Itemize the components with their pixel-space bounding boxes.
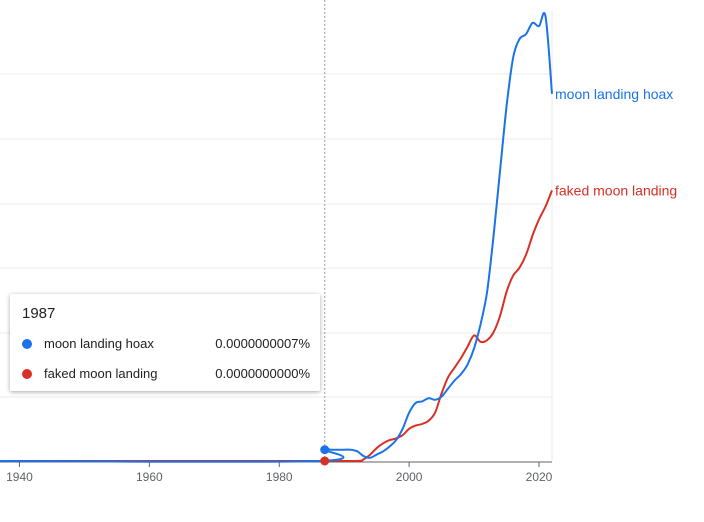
x-tick-label: 2000 [396, 470, 423, 484]
series-label-faked-moon-landing: faked moon landing [555, 182, 677, 198]
x-axis: 1940 1960 1980 2000 2020 [0, 461, 553, 484]
hover-point-faked-moon-landing [320, 456, 330, 466]
tooltip-series-value: 0.0000000000% [215, 366, 310, 381]
series-line-moon-landing-hoax[interactable] [0, 12, 553, 463]
x-tick-label: 2020 [526, 470, 553, 484]
series-labels: faked moon landing moon landing hoax [555, 86, 677, 199]
x-tick-label: 1980 [266, 470, 293, 484]
tooltip-series-value: 0.0000000007% [215, 336, 310, 351]
series-label-moon-landing-hoax: moon landing hoax [555, 86, 673, 102]
series-color-dot [22, 369, 32, 379]
tooltip-series-name: moon landing hoax [44, 336, 154, 351]
hover-tooltip: 1987 moon landing hoax 0.0000000007% fak… [10, 294, 320, 391]
series-lines[interactable] [0, 12, 553, 463]
series-color-dot [22, 339, 32, 349]
series-line-faked-moon-landing[interactable] [0, 190, 553, 463]
tooltip-series-name: faked moon landing [44, 366, 158, 381]
hover-points [320, 445, 330, 466]
tooltip-row-moon-landing-hoax: moon landing hoax 0.0000000007% [22, 334, 312, 354]
hover-point-moon-landing-hoax [320, 445, 330, 455]
x-tick-label: 1960 [136, 470, 163, 484]
tooltip-row-faked-moon-landing: faked moon landing 0.0000000000% [22, 364, 312, 384]
x-tick-label: 1940 [6, 470, 33, 484]
tooltip-year: 1987 [22, 305, 56, 322]
